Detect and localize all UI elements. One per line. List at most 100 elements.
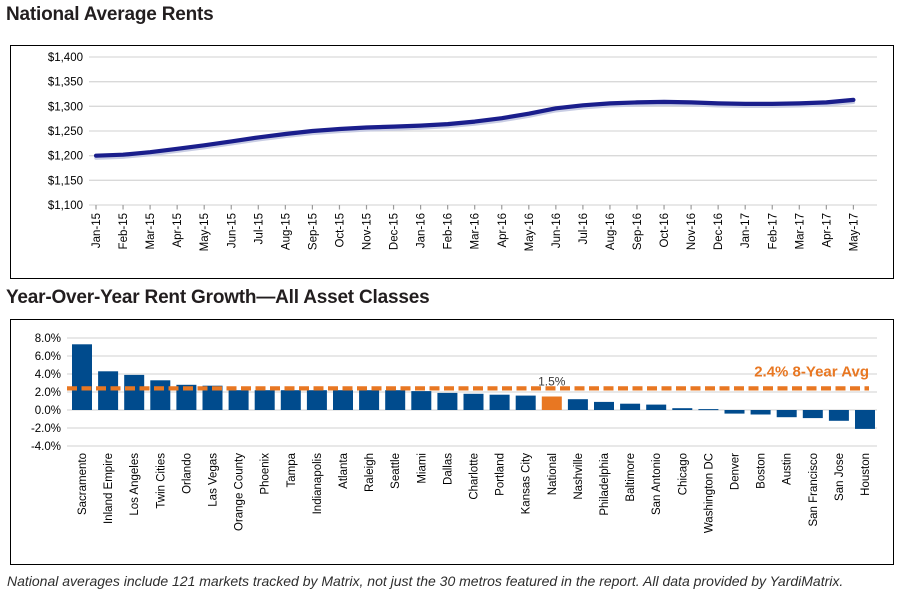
x-axis-label: Feb-16 bbox=[443, 213, 455, 249]
y-axis-label: -4.0% bbox=[31, 441, 61, 453]
bar bbox=[411, 391, 432, 410]
x-axis-label: Nov-16 bbox=[686, 213, 698, 250]
chart2-title: Year-Over-Year Rent Growth—All Asset Cla… bbox=[6, 287, 430, 308]
x-axis-label: Mar-15 bbox=[145, 213, 157, 249]
bar bbox=[98, 371, 119, 410]
bar bbox=[228, 390, 249, 410]
y-axis-label: 6.0% bbox=[35, 351, 61, 363]
x-axis-label: Chicago bbox=[677, 453, 689, 495]
x-axis-label: Washington DC bbox=[703, 453, 715, 533]
bar bbox=[855, 410, 875, 429]
x-axis-label: Jul-16 bbox=[578, 213, 590, 244]
bar bbox=[672, 408, 693, 410]
x-axis-label: Mar-17 bbox=[794, 213, 806, 249]
bar bbox=[463, 393, 484, 410]
x-axis-label: Nov-15 bbox=[362, 213, 374, 250]
bar bbox=[254, 390, 275, 410]
bar bbox=[280, 390, 301, 410]
x-axis-label: Phoenix bbox=[260, 453, 272, 495]
bar bbox=[176, 384, 197, 410]
x-axis-label: Oct-15 bbox=[334, 213, 346, 248]
x-axis-label: Philadelphia bbox=[599, 452, 611, 515]
x-axis-label: Kansas City bbox=[521, 453, 533, 515]
y-axis-label: $1,100 bbox=[48, 200, 83, 212]
bar bbox=[646, 404, 667, 410]
bar bbox=[620, 403, 641, 410]
x-axis-label: Mar-16 bbox=[470, 213, 482, 249]
x-axis-label: Dec-16 bbox=[713, 213, 725, 250]
x-axis-label: Orange County bbox=[234, 453, 246, 531]
x-axis-label: Aug-15 bbox=[280, 213, 292, 250]
x-axis-label: Tampa bbox=[286, 452, 298, 487]
y-axis-label: 8.0% bbox=[35, 333, 61, 345]
rent-growth-chart: 8.0% 6.0% 4.0% 2.0% 0.0% -2.0% -4.0% Sacramento… bbox=[10, 319, 894, 565]
footnote: National averages include 121 markets tr… bbox=[7, 573, 844, 589]
y-axis-label: $1,350 bbox=[48, 77, 83, 89]
x-axis-label: Orlando bbox=[181, 453, 193, 494]
x-axis-label: Los Angeles bbox=[129, 453, 141, 516]
bar bbox=[437, 392, 458, 410]
bar bbox=[385, 390, 406, 410]
bar-chart-canvas: 8.0% 6.0% 4.0% 2.0% 0.0% -2.0% -4.0% Sacramento… bbox=[31, 333, 877, 533]
bar bbox=[802, 410, 823, 419]
x-axis-label: Feb-15 bbox=[118, 213, 130, 249]
x-axis-label: Indianapolis bbox=[312, 453, 324, 515]
bar bbox=[359, 390, 380, 410]
bar bbox=[750, 410, 771, 415]
bar bbox=[333, 390, 353, 410]
x-axis-label: Miami bbox=[416, 453, 428, 484]
national-average-rents-chart: $1,400 $1,350 $1,300 $1,250 $1,200 $1,150 $1,1… bbox=[10, 45, 894, 279]
x-axis-label: Jan-17 bbox=[740, 213, 752, 248]
rent-line-shadow bbox=[94, 100, 856, 160]
x-axis-label: Apr-16 bbox=[497, 213, 509, 248]
x-axis-label: Las Vegas bbox=[208, 453, 220, 507]
x-axis-label: Feb-17 bbox=[767, 213, 779, 249]
x-axis-label: Twin Cities bbox=[155, 453, 167, 509]
x-axis-label: Boston bbox=[756, 453, 768, 489]
x-axis-label: Charlotte bbox=[469, 453, 481, 500]
x-axis-label: May-15 bbox=[199, 213, 211, 251]
x-axis-label: Raleigh bbox=[364, 453, 376, 492]
x-axis-label: Baltimore bbox=[625, 453, 637, 502]
x-axis-label: Portland bbox=[495, 453, 507, 496]
rent-line bbox=[93, 97, 856, 158]
avg-line-label: 2.4% 8-Year Avg bbox=[754, 363, 869, 380]
x-axis-label: Atlanta bbox=[338, 452, 350, 488]
y-axis-label: 0.0% bbox=[35, 405, 61, 417]
x-axis-label: Inland Empire bbox=[103, 453, 115, 524]
x-axis-label: May-16 bbox=[524, 213, 536, 251]
x-axis-label: May-17 bbox=[848, 213, 860, 251]
x-axis-label: Apr-17 bbox=[821, 213, 833, 248]
y-axis-label: $1,150 bbox=[48, 175, 83, 187]
y-axis-label: $1,400 bbox=[48, 52, 83, 64]
x-axis-label: Dallas bbox=[442, 453, 454, 485]
x-axis-label: Oct-16 bbox=[659, 213, 671, 248]
x-axis-label: San Francisco bbox=[808, 453, 820, 527]
x-axis-label: Sacramento bbox=[77, 453, 89, 515]
bar bbox=[515, 395, 536, 410]
x-axis-label: Jan-15 bbox=[91, 213, 103, 248]
bar bbox=[202, 385, 223, 410]
bar bbox=[724, 410, 745, 414]
x-axis-label: Apr-15 bbox=[172, 213, 184, 248]
x-axis-label: Austin bbox=[782, 453, 794, 485]
x-axis-label: Jun-15 bbox=[226, 213, 238, 248]
y-axis-label: $1,250 bbox=[48, 126, 83, 138]
y-axis-label: $1,200 bbox=[48, 151, 83, 163]
bar bbox=[594, 401, 614, 410]
x-axis-label: Denver bbox=[730, 453, 742, 490]
bar-national bbox=[541, 396, 562, 410]
bar bbox=[72, 344, 92, 410]
bar bbox=[150, 380, 171, 410]
bar bbox=[698, 409, 719, 411]
x-axis-label: Jul-15 bbox=[253, 213, 265, 244]
bar bbox=[489, 394, 510, 410]
x-axis-label: Nashville bbox=[573, 453, 585, 500]
bar bbox=[124, 374, 145, 410]
bar bbox=[306, 390, 327, 410]
x-axis-label: Jan-16 bbox=[416, 213, 428, 248]
x-axis-label: Seattle bbox=[390, 453, 402, 489]
y-axis-label: 2.0% bbox=[35, 387, 61, 399]
bar bbox=[776, 410, 797, 418]
x-axis-label: Dec-15 bbox=[389, 213, 401, 250]
